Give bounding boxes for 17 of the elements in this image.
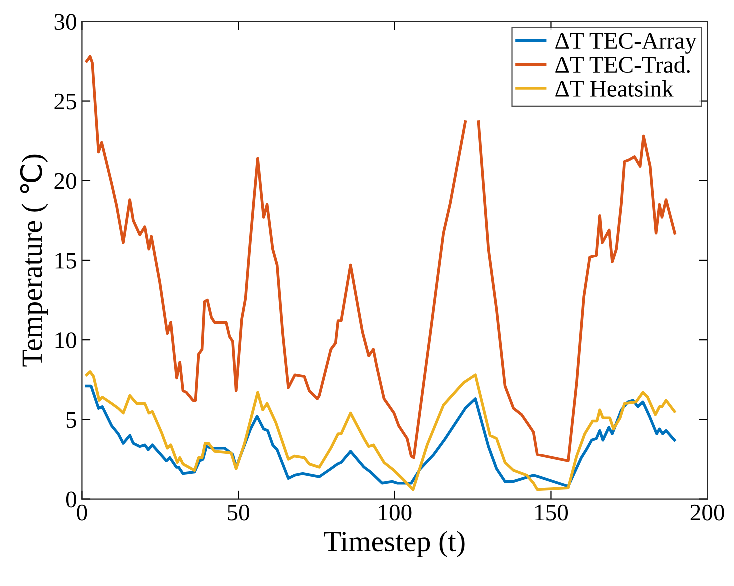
y-tick-label: 25 bbox=[54, 94, 76, 110]
y-tick-label: 0 bbox=[66, 492, 76, 508]
x-tick-label: 200 bbox=[690, 504, 724, 521]
x-tick-label: 100 bbox=[379, 504, 412, 521]
y-tick-label: 5 bbox=[66, 412, 76, 428]
y-tick-label: 15 bbox=[56, 253, 76, 269]
x-tick-label: 150 bbox=[536, 504, 568, 521]
y-axis-title: Temperature ( ℃) bbox=[20, 154, 48, 367]
x-axis-title: Timestep (t) bbox=[324, 531, 465, 558]
y-tick-label: 20 bbox=[54, 173, 76, 190]
x-tick-label: 0 bbox=[77, 504, 88, 521]
y-tick-label: 30 bbox=[54, 14, 76, 30]
x-tick-label: 50 bbox=[228, 504, 250, 521]
legend-label: ΔT TEC-Trad. bbox=[556, 56, 690, 74]
legend-label: ΔT Heatsink bbox=[556, 80, 674, 97]
legend-label: ΔT TEC-Array bbox=[556, 33, 697, 54]
y-tick-label: 10 bbox=[56, 332, 76, 348]
